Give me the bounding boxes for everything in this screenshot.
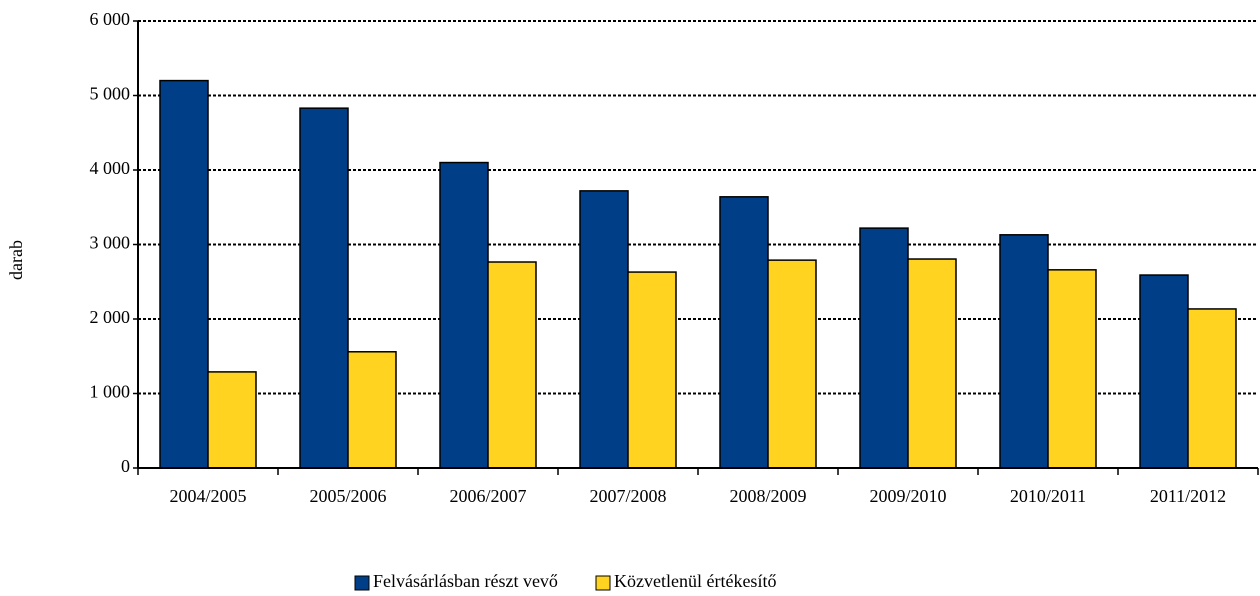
x-tick-label: 2006/2007	[449, 486, 526, 506]
legend-label: Közvetlenül értékesítő	[614, 571, 776, 591]
bar	[347, 351, 397, 469]
bar	[999, 234, 1049, 469]
y-tick-label: 5 000	[90, 84, 131, 104]
legend-swatch	[354, 575, 370, 591]
bar	[767, 259, 817, 469]
bar	[439, 161, 489, 469]
bar	[859, 227, 909, 469]
x-tick-label: 2008/2009	[729, 486, 806, 506]
y-tick-label: 6 000	[90, 9, 131, 29]
x-tick-label: 2007/2008	[589, 486, 666, 506]
x-tick-label: 2004/2005	[169, 486, 246, 506]
y-tick-label: 1 000	[90, 382, 131, 402]
bar	[907, 258, 957, 469]
legend-swatch	[595, 575, 611, 591]
y-tick-label: 0	[121, 456, 130, 476]
y-tick-label: 2 000	[90, 307, 131, 327]
bar	[579, 190, 629, 469]
bar	[159, 79, 209, 469]
x-tick-label: 2011/2012	[1150, 486, 1226, 506]
bar	[1139, 274, 1189, 469]
bar	[1187, 308, 1237, 469]
y-tick-label: 4 000	[90, 158, 131, 178]
y-axis-label: darab	[6, 240, 26, 280]
bar	[719, 196, 769, 469]
y-tick-label: 3 000	[90, 233, 131, 253]
x-tick-label: 2009/2010	[869, 486, 946, 506]
bar	[207, 371, 257, 469]
bar	[487, 261, 537, 469]
x-tick-label: 2005/2006	[309, 486, 386, 506]
bar	[299, 107, 349, 469]
legend-label: Felvásárlásban részt vevő	[373, 571, 558, 591]
x-tick-label: 2010/2011	[1010, 486, 1086, 506]
bar	[1047, 269, 1097, 469]
bar	[627, 271, 677, 469]
